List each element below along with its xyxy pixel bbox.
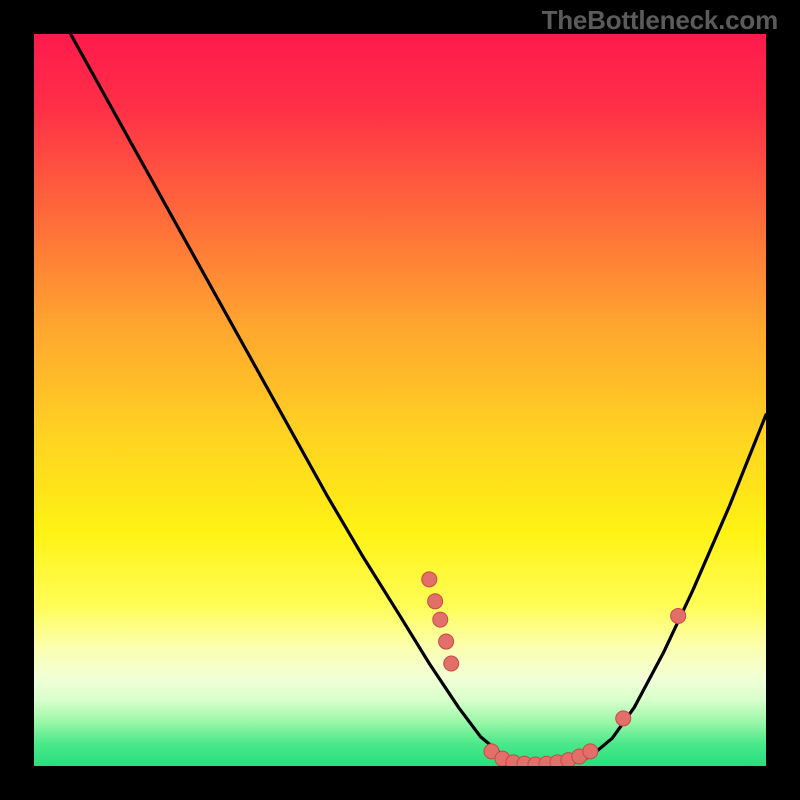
watermark-text: TheBottleneck.com xyxy=(542,5,778,36)
data-point xyxy=(439,634,454,649)
plot-area xyxy=(34,34,766,766)
data-point xyxy=(616,711,631,726)
data-point xyxy=(583,744,598,759)
chart-overlay xyxy=(34,34,766,766)
data-point xyxy=(428,594,443,609)
data-point xyxy=(444,656,459,671)
data-point xyxy=(671,608,686,623)
data-point xyxy=(433,612,448,627)
data-markers xyxy=(422,572,686,766)
data-point xyxy=(422,572,437,587)
bottleneck-curve xyxy=(71,34,766,766)
